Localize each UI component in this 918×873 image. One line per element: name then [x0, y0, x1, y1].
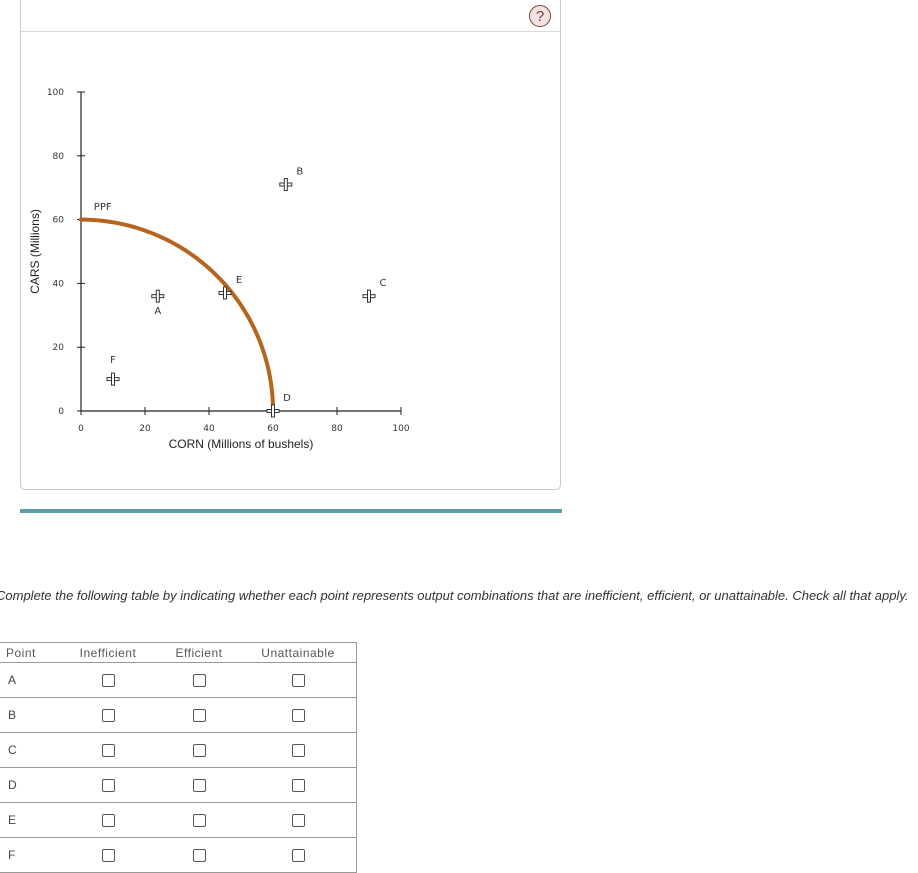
point-b-label: B [296, 167, 303, 178]
point-c-marker[interactable] [362, 289, 376, 303]
point-label-cell: A [0, 662, 58, 698]
y-axis-title: CARS (Millions) [28, 209, 42, 294]
point-b-marker[interactable] [279, 178, 293, 192]
point-a-label: A [154, 306, 161, 317]
checkbox-c-inefficient[interactable] [101, 744, 115, 758]
checkbox-f-efficient[interactable] [192, 849, 206, 863]
checkbox-a-unattainable[interactable] [291, 674, 305, 688]
point-label-cell: F [0, 837, 58, 873]
table-row: E [0, 802, 357, 838]
checkbox-b-unattainable[interactable] [291, 709, 305, 723]
table-header-row: Point Inefficient Efficient Unattainable [0, 642, 357, 663]
help-button[interactable]: ? [529, 5, 551, 27]
y-tick-label: 100 [47, 88, 64, 98]
table-row: A [0, 662, 357, 698]
instructions-text: Complete the following table by indicati… [0, 588, 909, 603]
checkbox-e-efficient[interactable] [192, 814, 206, 828]
point-d-marker[interactable] [266, 404, 280, 418]
x-tick-label: 100 [392, 424, 409, 434]
checkbox-b-inefficient[interactable] [101, 709, 115, 723]
x-tick-label: 0 [78, 424, 84, 434]
section-divider [20, 509, 562, 513]
checkbox-b-efficient[interactable] [192, 709, 206, 723]
point-e-marker[interactable] [218, 286, 232, 300]
graph-panel: ? [20, 0, 561, 490]
point-label-cell: B [0, 697, 58, 733]
header-inefficient: Inefficient [58, 642, 158, 663]
point-d-label: D [283, 393, 291, 404]
table-row: B [0, 697, 357, 733]
table-row: D [0, 767, 357, 803]
point-f-marker[interactable] [106, 372, 120, 386]
header-point: Point [0, 642, 58, 663]
x-axis-title: CORN (Millions of bushels) [169, 437, 314, 451]
table-row: C [0, 732, 357, 768]
point-label-cell: D [0, 767, 58, 803]
checkbox-a-efficient[interactable] [192, 674, 206, 688]
point-f-label: F [110, 355, 116, 366]
y-tick-label: 20 [53, 343, 65, 353]
y-tick-label: 60 [53, 216, 65, 226]
point-label-cell: E [0, 802, 58, 838]
checkbox-c-efficient[interactable] [192, 744, 206, 758]
checkbox-d-efficient[interactable] [192, 779, 206, 793]
ppf-graph: 0 20 40 60 80 100 0 20 40 60 80 100 CORN (Millions o… [28, 88, 410, 451]
point-e-label: E [236, 275, 242, 286]
checkbox-d-inefficient[interactable] [101, 779, 115, 793]
y-tick-label: 80 [53, 152, 65, 162]
ppf-curve [79, 217, 275, 413]
checkbox-e-inefficient[interactable] [101, 814, 115, 828]
checkbox-e-unattainable[interactable] [291, 814, 305, 828]
y-tick-label: 40 [53, 279, 65, 289]
x-tick-label: 80 [331, 424, 343, 434]
y-tick-label: 0 [58, 407, 64, 417]
point-label-cell: C [0, 732, 58, 768]
panel-divider [21, 31, 560, 32]
checkbox-f-unattainable[interactable] [291, 849, 305, 863]
point-a-marker[interactable] [151, 289, 165, 303]
answer-table: Point Inefficient Efficient Unattainable… [0, 642, 357, 873]
checkbox-d-unattainable[interactable] [291, 779, 305, 793]
x-tick-label: 40 [203, 424, 215, 434]
x-tick-label: 20 [139, 424, 151, 434]
x-tick-label: 60 [267, 424, 279, 434]
checkbox-c-unattainable[interactable] [291, 744, 305, 758]
header-efficient: Efficient [158, 642, 240, 663]
ppf-label: PPF [94, 202, 112, 213]
point-c-label: C [380, 278, 387, 289]
header-unattainable: Unattainable [240, 642, 357, 663]
table-row: F [0, 837, 357, 873]
checkbox-a-inefficient[interactable] [101, 674, 115, 688]
checkbox-f-inefficient[interactable] [101, 849, 115, 863]
